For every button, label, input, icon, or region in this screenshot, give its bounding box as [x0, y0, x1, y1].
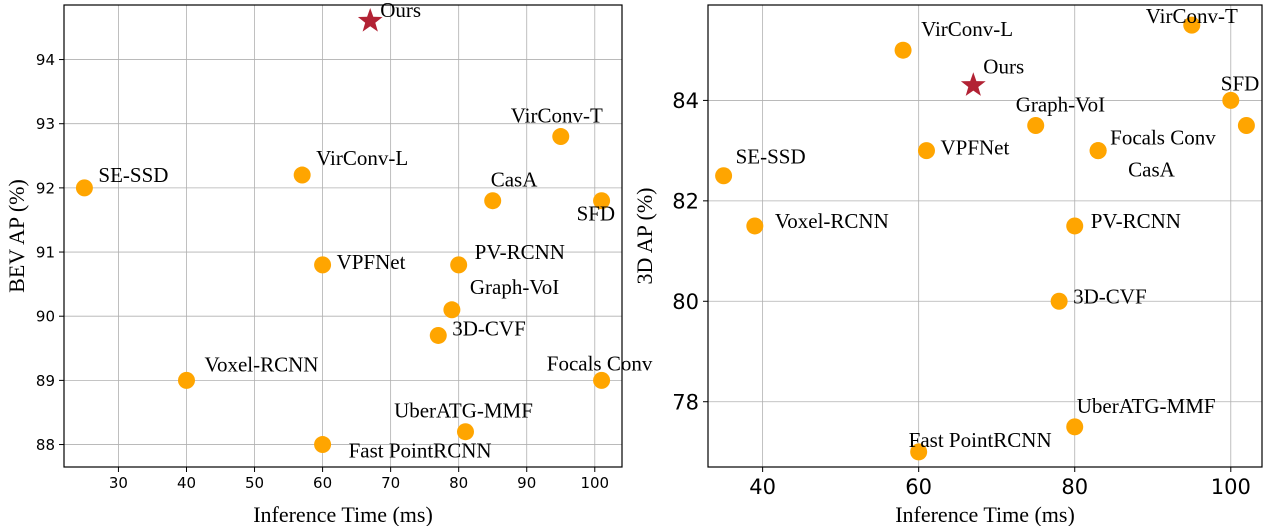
point-label-fast-pointrcnn: Fast PointRCNN: [349, 439, 492, 463]
y-tick-label: 80: [672, 290, 699, 314]
point-label-sfd: SFD: [577, 202, 616, 226]
point-voxel-rcnn: [746, 217, 764, 235]
x-tick-label: 60: [313, 474, 332, 492]
point-pv-rcnn: [1066, 217, 1084, 235]
point-label-casa: CasA: [491, 168, 538, 192]
point-label-se-ssd: SE-SSD: [736, 145, 806, 169]
y-tick-label: 89: [36, 372, 55, 390]
point-graph-voi: [443, 301, 461, 319]
point-label-virconv-l: VirConv-L: [921, 17, 1013, 41]
y-tick-label: 91: [36, 243, 55, 261]
x-tick-label: 50: [245, 474, 264, 492]
x-tick-label: 100: [1211, 475, 1251, 499]
point-vpfnet: [314, 256, 332, 274]
point-label-ours: Ours: [983, 54, 1024, 78]
point-label-graph-voi: Graph-VoI: [470, 275, 559, 299]
point-3d-cvf: [1050, 292, 1068, 310]
point-label-pv-rcnn: PV-RCNN: [475, 240, 565, 264]
point-label-virconv-l: VirConv-L: [316, 146, 408, 170]
point-label-uberatg-mmf: UberATG-MMF: [394, 399, 533, 423]
point-graph-voi: [1027, 117, 1045, 135]
point-label-virconv-t: VirConv-T: [1146, 4, 1238, 28]
point-uberatg-mmf: [1066, 418, 1084, 436]
point-label-pv-rcnn: PV-RCNN: [1091, 209, 1181, 233]
point-label-sfd: SFD: [1221, 71, 1260, 95]
point-uberatg-mmf: [456, 423, 474, 441]
y-tick-label: 94: [36, 51, 55, 69]
y-axis-label: 3D AP (%): [632, 188, 657, 285]
bev-ap-chart: 30 40 50 60 70 80 90 100 88 89 90 91 92 93 94 Inference…: [4, 0, 653, 526]
3d-ap-chart: 40 60 80 100 78 80 82 84 Inference Time (ms) 3D A…: [632, 4, 1263, 526]
point-voxel-rcnn: [177, 371, 195, 389]
point-label-focals-conv: Focals Conv: [1110, 126, 1216, 150]
point-label-vpfnet: VPFNet: [940, 136, 1009, 160]
point-label-uberatg-mmf: UberATG-MMF: [1077, 394, 1216, 418]
point-virconv-t: [1183, 16, 1201, 34]
point-focals-conv: [593, 371, 611, 389]
point-label-voxel-rcnn: Voxel-RCNN: [204, 352, 318, 376]
point-se-ssd: [715, 167, 733, 185]
x-tick-label: 90: [517, 474, 536, 492]
point-label-focals-conv: Focals Conv: [547, 351, 653, 375]
y-tick-label: 84: [672, 89, 699, 113]
point-label-graph-voi: Graph-VoI: [1016, 93, 1105, 117]
point-unlabeled: [1237, 117, 1255, 135]
point-label-casa: CasA: [1128, 158, 1176, 182]
point-sfd: [1222, 91, 1240, 109]
x-tick-label: 40: [177, 474, 196, 492]
point-se-ssd: [75, 179, 93, 197]
point-label-se-ssd: SE-SSD: [98, 163, 168, 187]
point-ours-star: [960, 72, 986, 96]
point-pv-rcnn: [450, 256, 468, 274]
y-tick-label: 93: [36, 115, 55, 133]
y-tick-label: 92: [36, 179, 55, 197]
point-casa: [1089, 142, 1107, 160]
point-label-voxel-rcnn: Voxel-RCNN: [775, 209, 889, 233]
x-tick-label: 80: [1061, 475, 1088, 499]
x-axis-label: Inference Time (ms): [253, 502, 433, 526]
plot-frame: [63, 4, 623, 468]
point-vpfnet: [917, 142, 935, 160]
x-tick-label: 100: [580, 474, 609, 492]
y-tick-label: 78: [672, 390, 699, 414]
point-label-vpfnet: VPFNet: [337, 250, 406, 274]
point-label-virconv-t: VirConv-T: [511, 104, 603, 128]
point-casa: [484, 192, 502, 210]
point-virconv-t: [552, 128, 570, 146]
x-tick-label: 30: [109, 474, 128, 492]
point-sfd: [593, 192, 611, 210]
x-tick-label: 70: [381, 474, 400, 492]
y-tick-label: 82: [672, 189, 699, 213]
x-axis-label: Inference Time (ms): [895, 502, 1075, 526]
y-tick-label: 90: [36, 308, 55, 326]
y-axis-label: BEV AP (%): [4, 179, 29, 293]
x-tick-label: 60: [905, 475, 932, 499]
point-3d-cvf: [429, 326, 447, 344]
point-fast-pointrcnn: [910, 443, 928, 461]
plot-frame: [707, 4, 1263, 468]
point-virconv-l: [293, 166, 311, 184]
point-label-fast-pointrcnn: Fast PointRCNN: [909, 428, 1052, 452]
point-ours-star: [357, 8, 383, 32]
point-virconv-l: [894, 41, 912, 59]
x-tick-label: 80: [449, 474, 468, 492]
point-fast-pointrcnn: [314, 436, 332, 454]
point-label-3d-cvf: 3D-CVF: [452, 316, 526, 340]
point-label-3d-cvf: 3D-CVF: [1073, 284, 1147, 308]
y-tick-label: 88: [36, 436, 55, 454]
point-label-ours: Ours: [380, 0, 421, 22]
x-tick-label: 40: [749, 475, 776, 499]
